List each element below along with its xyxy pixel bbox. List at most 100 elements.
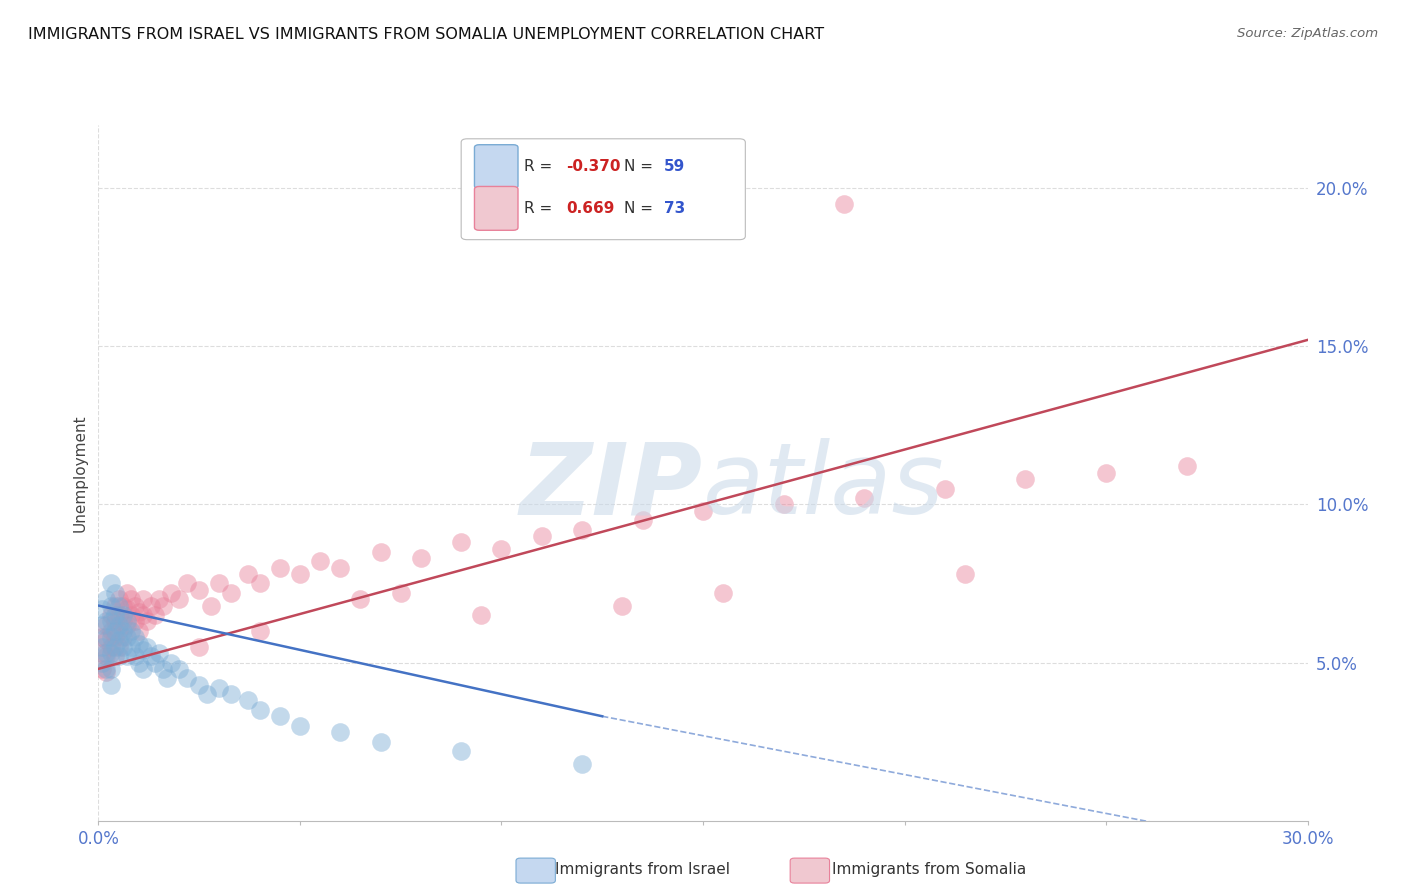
Point — [288, 719, 311, 733]
Point — [100, 624, 122, 638]
Point — [103, 615, 125, 629]
Point — [111, 630, 134, 644]
Point — [100, 640, 122, 654]
Point — [103, 608, 125, 623]
Point — [128, 624, 150, 638]
FancyBboxPatch shape — [474, 186, 517, 230]
Point — [269, 709, 291, 723]
Point — [389, 586, 412, 600]
Point — [111, 624, 134, 638]
FancyBboxPatch shape — [474, 145, 517, 188]
Point — [107, 608, 129, 623]
Point — [221, 687, 243, 701]
Point — [100, 662, 122, 676]
Point — [96, 630, 118, 644]
Text: R =: R = — [524, 159, 557, 174]
Point — [167, 592, 190, 607]
Point — [139, 649, 162, 664]
Point — [100, 615, 122, 629]
FancyBboxPatch shape — [461, 139, 745, 240]
Point — [107, 640, 129, 654]
Point — [103, 649, 125, 664]
Point — [100, 599, 122, 613]
Text: atlas: atlas — [703, 438, 945, 535]
Point — [309, 554, 332, 568]
Point — [100, 576, 122, 591]
Point — [91, 630, 114, 644]
Point — [167, 662, 190, 676]
Point — [96, 649, 118, 664]
Point — [692, 504, 714, 518]
Point — [132, 592, 155, 607]
Point — [128, 636, 150, 650]
Point — [115, 649, 138, 664]
Point — [96, 615, 118, 629]
Text: 73: 73 — [664, 201, 686, 216]
Point — [571, 756, 593, 771]
Text: Immigrants from Israel: Immigrants from Israel — [555, 863, 730, 877]
Point — [111, 615, 134, 629]
Point — [111, 599, 134, 613]
Point — [1014, 472, 1036, 486]
Point — [115, 615, 138, 629]
Point — [96, 617, 118, 632]
Point — [148, 646, 170, 660]
Point — [139, 599, 162, 613]
Point — [91, 601, 114, 615]
Point — [612, 599, 634, 613]
Point — [491, 541, 513, 556]
Point — [631, 513, 654, 527]
Point — [120, 608, 142, 623]
Point — [329, 725, 352, 739]
Point — [249, 624, 271, 638]
Point — [160, 656, 183, 670]
Point — [221, 586, 243, 600]
Point — [195, 687, 218, 701]
Point — [470, 608, 492, 623]
Point — [772, 497, 794, 511]
Point — [236, 566, 259, 581]
Point — [103, 586, 125, 600]
Point — [236, 693, 259, 707]
Point — [208, 576, 231, 591]
Point — [96, 662, 118, 676]
Point — [200, 599, 222, 613]
Point — [571, 523, 593, 537]
Point — [100, 646, 122, 660]
Point — [1175, 459, 1198, 474]
Point — [349, 592, 371, 607]
Point — [208, 681, 231, 695]
Text: Immigrants from Somalia: Immigrants from Somalia — [832, 863, 1026, 877]
Text: Source: ZipAtlas.com: Source: ZipAtlas.com — [1237, 27, 1378, 40]
Point — [188, 640, 211, 654]
Point — [120, 592, 142, 607]
Point — [711, 586, 734, 600]
Text: N =: N = — [624, 201, 658, 216]
Point — [934, 482, 956, 496]
Point — [329, 560, 352, 574]
Text: 0.669: 0.669 — [567, 201, 614, 216]
Point — [91, 617, 114, 632]
Point — [115, 586, 138, 600]
Point — [176, 576, 198, 591]
Text: ZIP: ZIP — [520, 438, 703, 535]
Point — [120, 624, 142, 638]
Point — [103, 640, 125, 654]
Point — [370, 545, 392, 559]
Point — [249, 576, 271, 591]
Point — [135, 615, 157, 629]
Point — [111, 640, 134, 654]
Point — [370, 734, 392, 748]
Point — [115, 601, 138, 615]
Point — [96, 592, 118, 607]
Point — [124, 599, 146, 613]
Point — [103, 624, 125, 638]
Text: 59: 59 — [664, 159, 686, 174]
Point — [100, 608, 122, 623]
Point — [91, 656, 114, 670]
Point — [152, 599, 174, 613]
Point — [103, 630, 125, 644]
Point — [100, 678, 122, 692]
Point — [91, 662, 114, 676]
Point — [124, 649, 146, 664]
